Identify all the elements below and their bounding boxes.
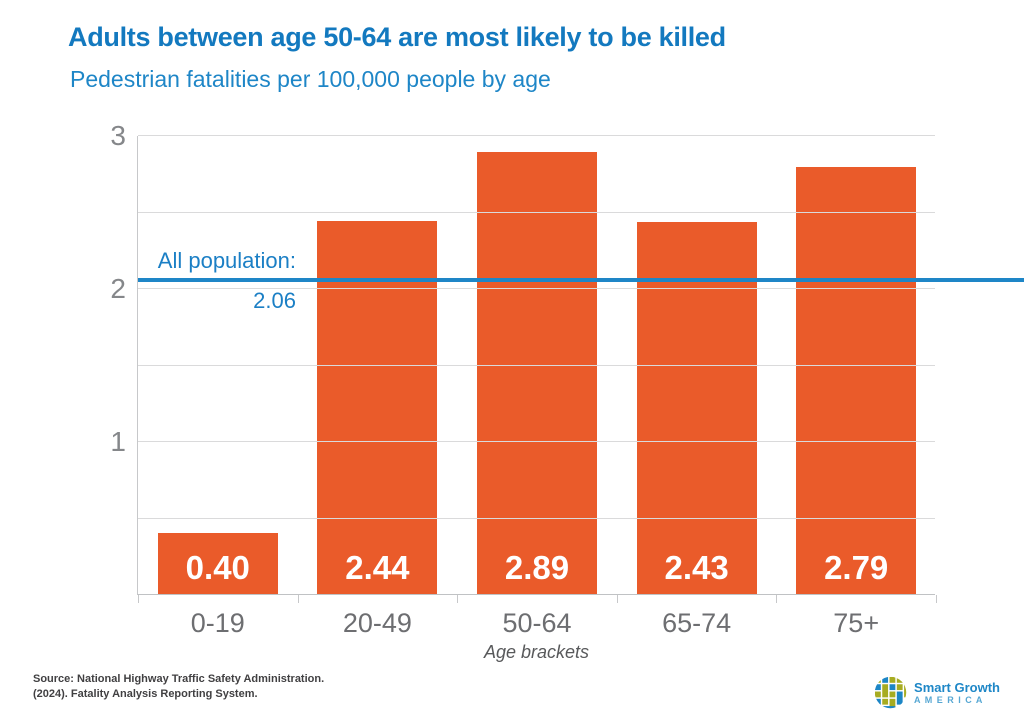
smart-growth-america-logo: Smart Growth A M E R I C A — [874, 676, 1000, 709]
logo-text-line-2: A M E R I C A — [914, 694, 984, 705]
source-line-1: Source: National Highway Traffic Safety … — [33, 673, 325, 685]
y-axis-tick-label: 2 — [110, 273, 126, 304]
gridline — [138, 441, 935, 442]
gridline — [138, 364, 935, 366]
y-axis-tick-label: 3 — [110, 120, 126, 151]
bar-value-label: 0.40 — [185, 549, 250, 586]
x-axis-category-label: 0-19 — [190, 608, 245, 638]
gridline — [138, 211, 935, 213]
bar: 2.79 — [796, 167, 917, 594]
bar: 2.44 — [317, 220, 438, 594]
x-axis-category-label: 65-74 — [662, 608, 732, 638]
gridline — [138, 517, 935, 519]
x-axis-category-label: 50-64 — [502, 608, 572, 638]
chart-subtitle: Pedestrian fatalities per 100,000 people… — [70, 66, 551, 92]
bar-value-label: 2.79 — [824, 549, 889, 586]
gridline — [138, 135, 935, 136]
y-axis-tick-label: 1 — [110, 426, 126, 457]
bar-value-label: 2.89 — [504, 549, 570, 586]
bar-value-label: 2.44 — [345, 549, 410, 586]
x-axis-tick — [936, 595, 937, 603]
x-axis-tick — [616, 595, 618, 603]
reference-line-label: All population: — [157, 247, 296, 273]
logo-text: Smart Growth A M E R I C A — [914, 680, 1000, 706]
bar-value-label: 2.43 — [664, 549, 729, 586]
reference-line-value: 2.06 — [253, 287, 296, 313]
x-axis-tick — [297, 595, 299, 603]
gridline — [138, 288, 935, 289]
x-axis-tick — [457, 595, 459, 603]
bar: 0.40 — [157, 532, 278, 594]
chart-title: Adults between age 50-64 are most likely… — [68, 22, 726, 52]
source-line-2: (2024). Fatality Analysis Reporting Syst… — [33, 687, 258, 700]
bar: 2.43 — [636, 222, 757, 594]
reference-line — [138, 277, 1024, 282]
x-axis-tick — [138, 595, 139, 603]
x-axis-category-label: 20-49 — [342, 608, 412, 638]
x-axis-title: Age brackets — [483, 642, 590, 662]
source-attribution: Source: National Highway Traffic Safety … — [33, 672, 324, 701]
plot-area: 75+ 2.79 65-74 2.43 50-64 2.89 20-49 2.44 0-19 0.… — [110, 120, 1024, 662]
x-axis-tick — [776, 595, 778, 603]
smart-growth-logo-icon — [874, 676, 907, 709]
logo-text-line-1: Smart Growth — [914, 679, 1000, 695]
bar: 2.89 — [477, 151, 597, 594]
x-axis-category-label: 75+ — [833, 608, 880, 638]
